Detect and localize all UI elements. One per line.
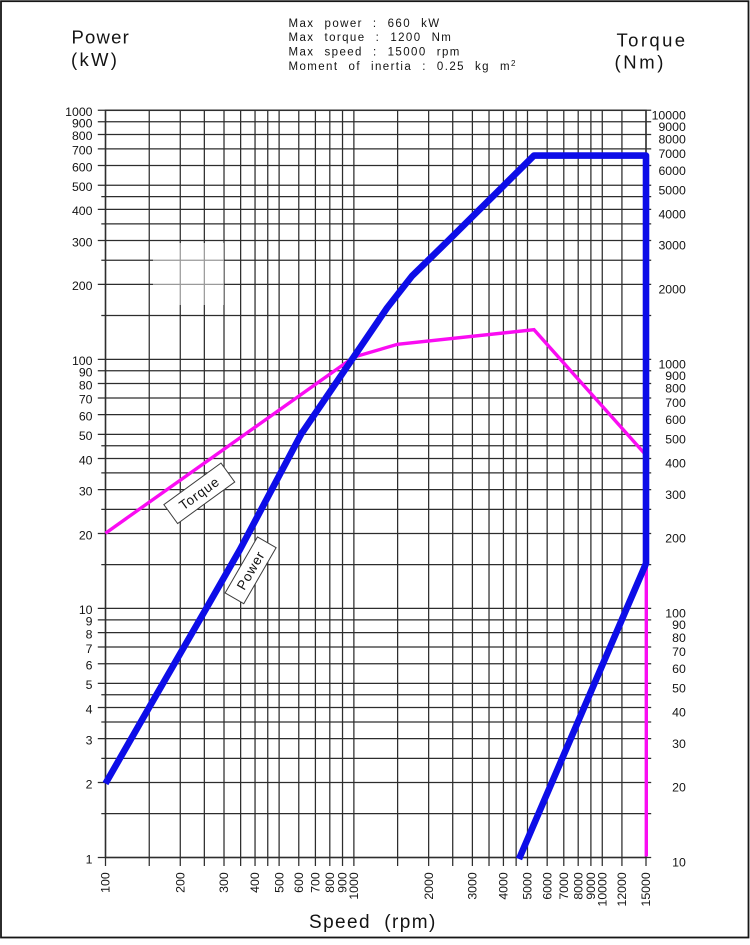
svg-text:100: 100 bbox=[99, 872, 113, 893]
svg-text:80: 80 bbox=[672, 631, 686, 645]
svg-text:6: 6 bbox=[86, 659, 93, 673]
svg-text:30: 30 bbox=[79, 484, 93, 498]
svg-text:40: 40 bbox=[672, 706, 686, 720]
svg-text:500: 500 bbox=[72, 180, 93, 194]
svg-text:900: 900 bbox=[72, 117, 93, 131]
svg-text:Max speed : 15000 rpm: Max speed : 15000 rpm bbox=[289, 47, 461, 59]
svg-text:7: 7 bbox=[86, 642, 93, 656]
svg-text:(Nm): (Nm) bbox=[615, 51, 667, 72]
svg-text:2000: 2000 bbox=[422, 872, 436, 900]
svg-text:60: 60 bbox=[79, 409, 93, 423]
svg-text:50: 50 bbox=[672, 682, 686, 696]
svg-text:700: 700 bbox=[72, 144, 93, 158]
svg-text:2: 2 bbox=[86, 777, 93, 791]
svg-text:5: 5 bbox=[86, 678, 93, 692]
svg-text:8000: 8000 bbox=[658, 133, 686, 147]
svg-text:500: 500 bbox=[665, 433, 686, 447]
svg-text:200: 200 bbox=[665, 532, 686, 546]
svg-text:50: 50 bbox=[79, 429, 93, 443]
svg-text:Torque: Torque bbox=[617, 30, 688, 51]
svg-text:30: 30 bbox=[672, 737, 686, 751]
svg-text:6000: 6000 bbox=[540, 872, 554, 900]
svg-text:9000: 9000 bbox=[584, 872, 598, 900]
svg-text:4000: 4000 bbox=[497, 872, 511, 900]
svg-text:70: 70 bbox=[79, 393, 93, 407]
svg-text:400: 400 bbox=[72, 204, 93, 218]
svg-text:700: 700 bbox=[309, 872, 323, 893]
svg-text:300: 300 bbox=[72, 235, 93, 249]
svg-text:1000: 1000 bbox=[65, 105, 93, 119]
svg-text:600: 600 bbox=[292, 872, 306, 893]
svg-text:300: 300 bbox=[217, 872, 231, 893]
svg-text:300: 300 bbox=[665, 488, 686, 502]
svg-text:400: 400 bbox=[665, 457, 686, 471]
svg-text:500: 500 bbox=[272, 872, 286, 893]
svg-text:3000: 3000 bbox=[466, 872, 480, 900]
svg-text:20: 20 bbox=[79, 528, 93, 542]
svg-text:400: 400 bbox=[248, 872, 262, 893]
svg-text:4: 4 bbox=[86, 702, 93, 716]
svg-text:80: 80 bbox=[79, 378, 93, 392]
svg-text:10: 10 bbox=[79, 603, 93, 617]
svg-text:800: 800 bbox=[665, 382, 686, 396]
svg-text:7000: 7000 bbox=[658, 147, 686, 161]
svg-text:4000: 4000 bbox=[658, 208, 686, 222]
svg-text:800: 800 bbox=[72, 129, 93, 143]
svg-text:10000: 10000 bbox=[652, 109, 686, 123]
svg-text:Moment of inertia : 0.25 kg m2: Moment of inertia : 0.25 kg m2 bbox=[289, 59, 517, 73]
svg-text:6000: 6000 bbox=[658, 164, 686, 178]
svg-text:8: 8 bbox=[86, 627, 93, 641]
svg-text:800: 800 bbox=[323, 872, 337, 893]
svg-text:600: 600 bbox=[72, 160, 93, 174]
svg-text:200: 200 bbox=[174, 872, 188, 893]
svg-text:12000: 12000 bbox=[615, 872, 629, 906]
svg-text:8000: 8000 bbox=[571, 872, 585, 900]
svg-text:90: 90 bbox=[79, 366, 93, 380]
svg-text:60: 60 bbox=[672, 662, 686, 676]
svg-text:Power: Power bbox=[72, 26, 130, 47]
svg-text:Max torque : 1200 Nm: Max torque : 1200 Nm bbox=[289, 32, 453, 44]
svg-text:9: 9 bbox=[86, 615, 93, 629]
svg-text:70: 70 bbox=[672, 645, 686, 659]
svg-text:1000: 1000 bbox=[658, 358, 686, 372]
svg-text:20: 20 bbox=[672, 781, 686, 795]
svg-text:100: 100 bbox=[665, 607, 686, 621]
svg-text:600: 600 bbox=[665, 413, 686, 427]
svg-text:9000: 9000 bbox=[658, 120, 686, 134]
svg-text:700: 700 bbox=[665, 396, 686, 410]
svg-text:1: 1 bbox=[86, 852, 93, 866]
svg-text:5000: 5000 bbox=[658, 184, 686, 198]
svg-text:90: 90 bbox=[672, 618, 686, 632]
svg-text:(kW): (kW) bbox=[71, 49, 119, 70]
svg-text:10: 10 bbox=[672, 856, 686, 870]
svg-text:7000: 7000 bbox=[557, 872, 571, 900]
svg-text:100: 100 bbox=[72, 354, 93, 368]
svg-text:2000: 2000 bbox=[658, 283, 686, 297]
svg-text:3: 3 bbox=[86, 734, 93, 748]
svg-text:900: 900 bbox=[665, 369, 686, 383]
svg-text:1000: 1000 bbox=[347, 872, 361, 900]
svg-text:5000: 5000 bbox=[521, 872, 535, 900]
svg-text:900: 900 bbox=[336, 872, 350, 893]
svg-text:Max power : 660 kW: Max power : 660 kW bbox=[289, 18, 441, 30]
svg-text:40: 40 bbox=[79, 453, 93, 467]
svg-text:Speed (rpm): Speed (rpm) bbox=[309, 912, 437, 933]
svg-text:3000: 3000 bbox=[658, 239, 686, 253]
svg-text:10000: 10000 bbox=[596, 872, 610, 906]
svg-text:200: 200 bbox=[72, 279, 93, 293]
svg-text:15000: 15000 bbox=[639, 872, 653, 906]
